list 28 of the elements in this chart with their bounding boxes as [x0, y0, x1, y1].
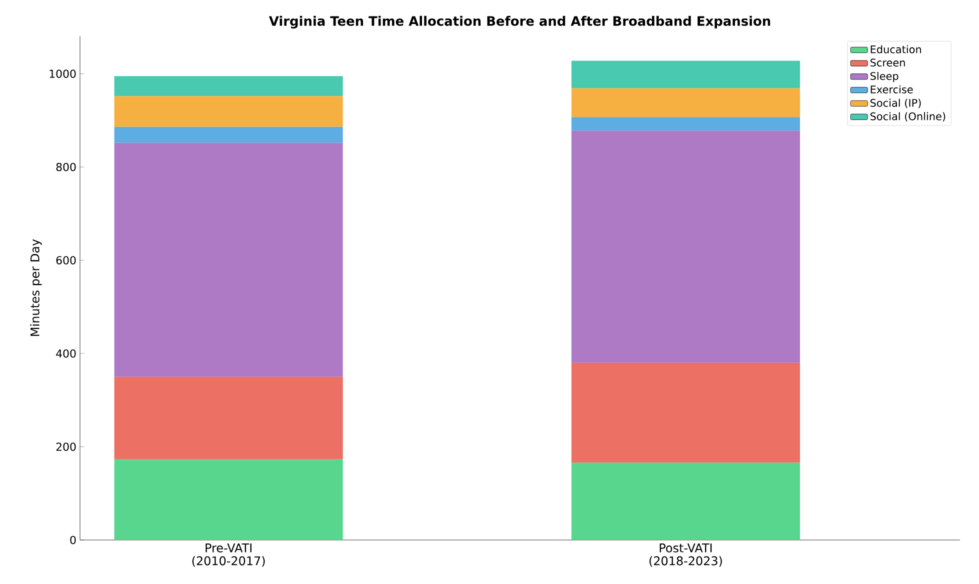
legend-label: Exercise [870, 85, 913, 94]
legend-label: Social (IP) [870, 98, 921, 108]
legend-label: Screen [870, 58, 905, 67]
bar [571, 60, 800, 88]
y-tick-label: 400 [56, 349, 76, 358]
y-tick-label: 800 [56, 162, 76, 172]
bar [114, 96, 343, 127]
y-tick-label: 600 [56, 256, 76, 264]
legend-label: Sleep [870, 72, 898, 82]
x-tick-label: Pre-VATI (2010-2017) [192, 544, 265, 567]
bar [571, 362, 800, 463]
bar [571, 88, 800, 118]
bar [114, 76, 343, 96]
legend-label: Education [870, 45, 921, 54]
bar [114, 142, 343, 377]
bar [114, 376, 343, 460]
y-axis-title: Minutes per Day [30, 239, 42, 336]
y-tick-label: 0 [70, 536, 76, 544]
y-tick-label: 1000 [50, 70, 76, 78]
bar [571, 462, 800, 540]
y-tick-label: 200 [56, 442, 76, 451]
chart-title: Virginia Teen Time Allocation Before and After Broadband Expansion [268, 16, 770, 28]
bar [571, 130, 800, 363]
bar [571, 117, 800, 131]
legend-label: Social (Online) [870, 112, 946, 122]
bar [114, 126, 343, 143]
x-tick-label: Post-VATI (2018-2023) [650, 544, 722, 567]
bar [114, 459, 343, 540]
